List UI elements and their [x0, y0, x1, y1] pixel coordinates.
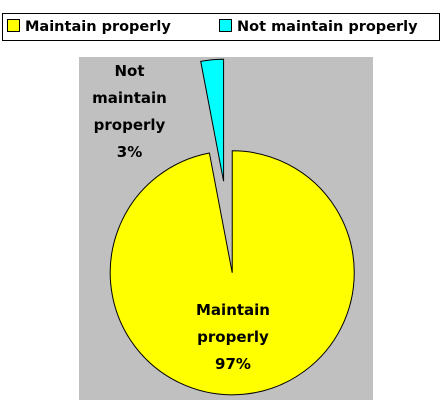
- pie-slice: [200, 58, 225, 182]
- legend-label: Maintain properly: [25, 19, 171, 35]
- slice-label-name: Maintain properly: [196, 301, 270, 346]
- legend-entry: Not maintain properly: [219, 14, 418, 40]
- slice-label-name: Not maintain properly: [92, 62, 167, 134]
- slice-label: Not maintain properly 3%: [82, 58, 177, 166]
- legend-label: Not maintain properly: [237, 19, 418, 35]
- pie-slice: [109, 150, 355, 396]
- slice-label-value: 3%: [116, 143, 143, 161]
- slice-label: Maintain properly 97%: [190, 297, 276, 378]
- legend-swatch: [7, 19, 20, 32]
- slice-label-value: 97%: [215, 355, 251, 373]
- legend-swatch: [219, 19, 232, 32]
- legend-entry: Maintain properly: [7, 14, 171, 40]
